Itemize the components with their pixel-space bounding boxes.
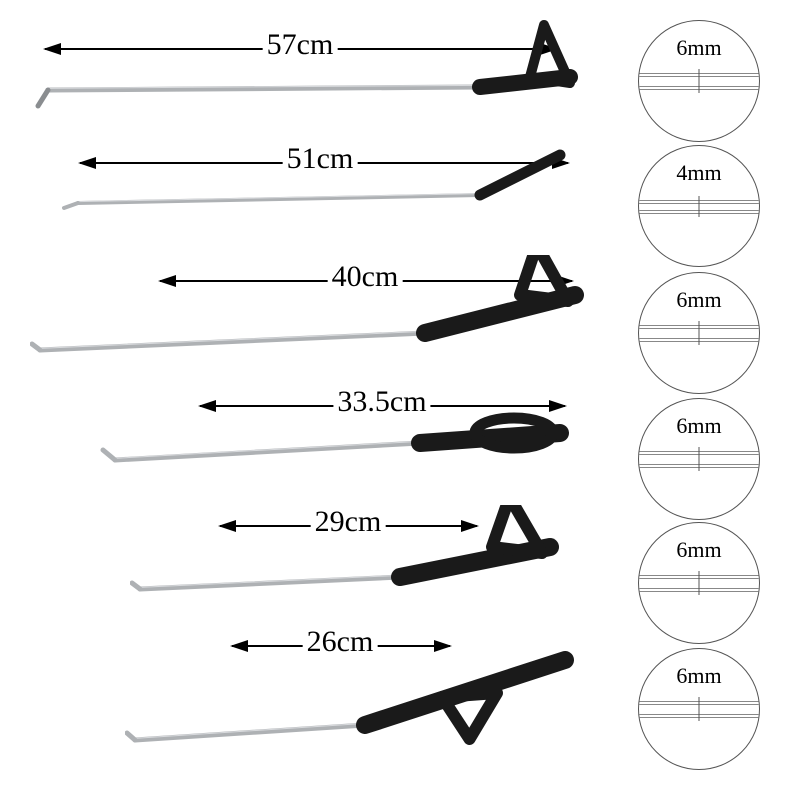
- diameter-label: 6mm: [676, 413, 721, 439]
- diameter-circle: 6mm: [638, 648, 760, 770]
- tool-rod: [125, 625, 585, 760]
- tool-rod: [100, 385, 580, 480]
- diameter-label: 6mm: [676, 537, 721, 563]
- diameter-label: 6mm: [676, 287, 721, 313]
- diameter-circle: 4mm: [638, 145, 760, 267]
- tool-rod: [130, 505, 585, 615]
- diameter-label: 6mm: [676, 35, 721, 61]
- diameter-circle: 6mm: [638, 522, 760, 644]
- tool-rod: [30, 255, 590, 375]
- diameter-circle: 6mm: [638, 20, 760, 142]
- diameter-circle: 6mm: [638, 272, 760, 394]
- tool-rod: [60, 135, 590, 230]
- diameter-circle: 6mm: [638, 398, 760, 520]
- diameter-label: 6mm: [676, 663, 721, 689]
- tool-rod: [30, 15, 590, 125]
- diameter-label: 4mm: [676, 160, 721, 186]
